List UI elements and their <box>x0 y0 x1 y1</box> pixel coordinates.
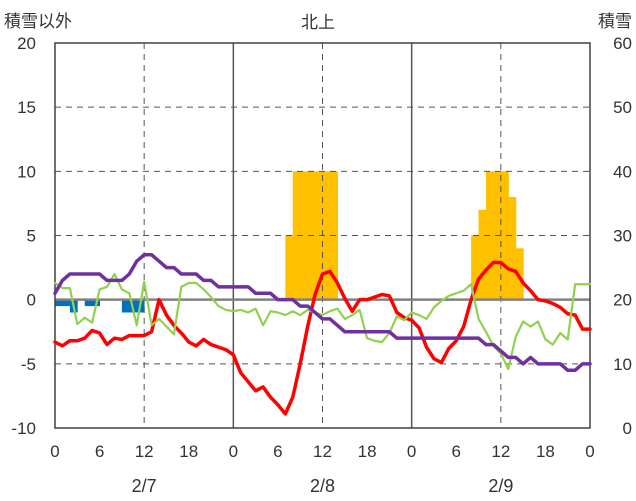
red-series-line <box>53 260 592 416</box>
green-series-line <box>53 272 592 371</box>
left-tick-label: 10 <box>17 162 36 181</box>
left-tick-label: 5 <box>27 227 36 246</box>
blue-bar <box>62 299 71 307</box>
x-tick-label: 0 <box>407 442 416 461</box>
orange-bar <box>322 171 331 300</box>
right-tick-label: 30 <box>613 227 632 246</box>
orange-bar <box>292 171 301 300</box>
right-tick-label: 20 <box>613 291 632 310</box>
left-tick-label: -10 <box>11 419 36 438</box>
orange-bar <box>508 197 517 300</box>
blue-bar <box>121 299 130 313</box>
orange-bar <box>500 171 509 300</box>
orange-bar <box>300 171 309 300</box>
purple-series-line <box>53 253 592 372</box>
x-tick-label: 18 <box>179 442 198 461</box>
blue-bar <box>84 299 93 307</box>
date-label: 2/8 <box>310 476 335 496</box>
grid-layer <box>54 42 591 429</box>
x-tick-label: 12 <box>313 442 332 461</box>
date-label: 2/7 <box>132 476 157 496</box>
orange-bar <box>515 248 524 300</box>
orange-bar <box>471 235 480 300</box>
x-tick-label: 18 <box>536 442 555 461</box>
orange-bar <box>478 209 487 300</box>
right-tick-label: 0 <box>623 419 632 438</box>
x-tick-label: 6 <box>273 442 282 461</box>
left-tick-label: 20 <box>17 34 36 53</box>
right-tick-label: 60 <box>613 34 632 53</box>
right-tick-label: 50 <box>613 98 632 117</box>
x-tick-label: 0 <box>50 442 59 461</box>
left-tick-label: 0 <box>27 291 36 310</box>
x-tick-label: 12 <box>135 442 154 461</box>
right-tick-label: 10 <box>613 355 632 374</box>
x-tick-label: 12 <box>491 442 510 461</box>
left-tick-label: -5 <box>21 355 36 374</box>
right-tick-label: 40 <box>613 162 632 181</box>
x-tick-label: 6 <box>452 442 461 461</box>
date-label: 2/9 <box>488 476 513 496</box>
lines-layer <box>53 253 592 416</box>
x-tick-label: 18 <box>358 442 377 461</box>
x-tick-label: 6 <box>95 442 104 461</box>
chart-title: 北上 <box>301 13 335 33</box>
blue-bar <box>55 299 63 307</box>
x-tick-label: 0 <box>229 442 238 461</box>
x-tick-label: 0 <box>585 442 594 461</box>
left-tick-label: 15 <box>17 98 36 117</box>
plot-frame <box>54 42 591 429</box>
orange-bar <box>285 235 294 300</box>
right-axis-title: 積雪 <box>598 12 632 32</box>
left-axis-title: 積雪以外 <box>4 12 72 32</box>
